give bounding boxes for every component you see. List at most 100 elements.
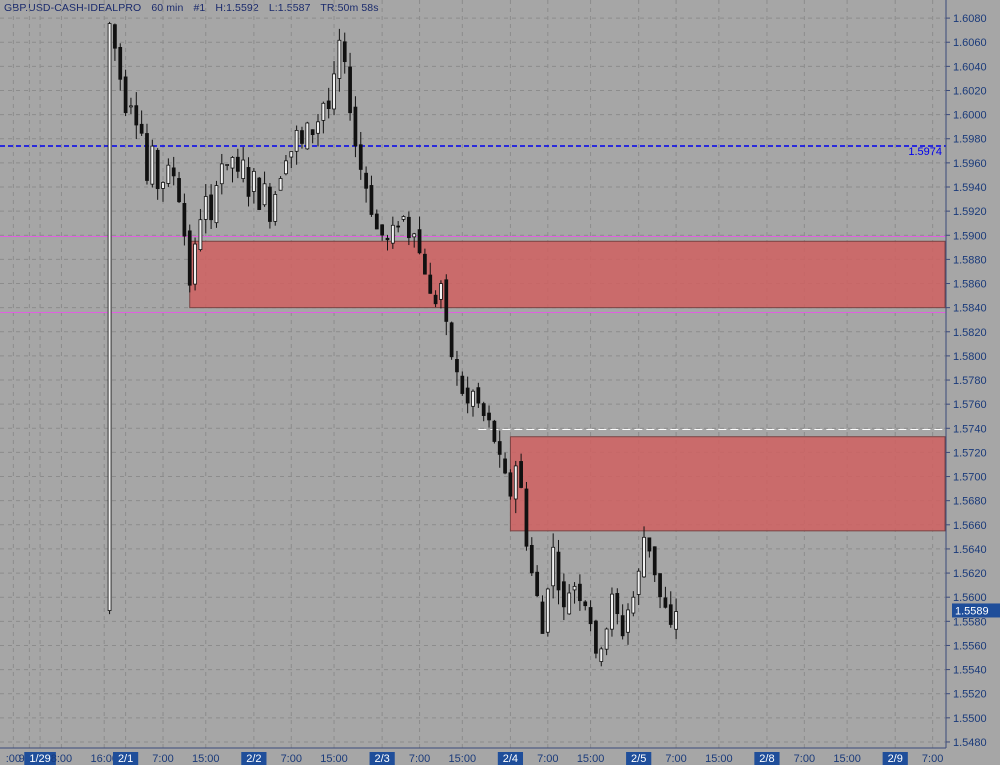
candle-body bbox=[561, 581, 566, 608]
candle-body bbox=[647, 537, 652, 552]
candle-body bbox=[390, 224, 395, 244]
candle-body bbox=[674, 611, 678, 630]
candle-body bbox=[412, 233, 417, 238]
supply-zone bbox=[189, 240, 946, 309]
candle-body bbox=[203, 196, 208, 220]
candle-body bbox=[567, 592, 572, 615]
candle-body bbox=[444, 279, 449, 322]
candle-body bbox=[150, 145, 155, 185]
price-tick-label: 1.5520 bbox=[953, 689, 987, 701]
price-tick-label: 1.5760 bbox=[953, 399, 987, 411]
time-tick-label: 7:00 bbox=[537, 753, 558, 765]
time-tick-label: 7:00 bbox=[794, 753, 815, 765]
candle-body bbox=[166, 164, 171, 184]
price-tick-label: 1.5640 bbox=[953, 544, 987, 556]
price-tick-label: 1.5800 bbox=[953, 351, 987, 363]
candle-body bbox=[369, 185, 374, 215]
candle-body bbox=[273, 194, 278, 222]
candle-body bbox=[508, 472, 513, 497]
date-tick-badge bbox=[241, 752, 267, 765]
date-tick-badge bbox=[369, 752, 395, 765]
date-tick-badge bbox=[882, 752, 908, 765]
candle-body bbox=[652, 546, 657, 576]
time-tick-label: 7:00 bbox=[409, 753, 430, 765]
price-tick-label: 1.5940 bbox=[953, 182, 987, 194]
time-tick-label: :00 bbox=[6, 753, 21, 765]
high-label: H:1.5592 bbox=[215, 2, 259, 14]
time-tick-label: 15:00 bbox=[577, 753, 605, 765]
candle-body bbox=[572, 585, 577, 591]
candle-body bbox=[583, 601, 588, 607]
candle-body bbox=[337, 39, 342, 79]
price-tick-label: 1.6020 bbox=[953, 85, 987, 97]
price-tick-label: 1.5960 bbox=[953, 158, 987, 170]
time-remaining-label: TR:50m 58s bbox=[320, 2, 379, 14]
date-tick-badge bbox=[24, 752, 56, 765]
candle-body bbox=[246, 167, 251, 197]
candle-body bbox=[171, 167, 176, 177]
candle-body bbox=[540, 601, 545, 634]
candle-body bbox=[476, 387, 481, 404]
time-tick-label: 15:00 bbox=[449, 753, 477, 765]
candle-body bbox=[177, 178, 181, 203]
chart-header: GBP.USD-CASH-IDEALPRO 60 min #1 H:1.5592… bbox=[4, 2, 386, 14]
candle-body bbox=[385, 237, 390, 241]
candle-body bbox=[588, 607, 593, 625]
time-tick-label: 8:00 bbox=[51, 753, 72, 765]
candle-body bbox=[455, 359, 459, 373]
candle-body bbox=[214, 185, 219, 224]
candle-body bbox=[198, 219, 203, 250]
time-tick-label: 15:00 bbox=[192, 753, 220, 765]
price-tick-label: 1.6000 bbox=[953, 110, 987, 122]
candle-body bbox=[305, 122, 310, 150]
date-tick-badge bbox=[754, 752, 780, 765]
candle-body bbox=[310, 129, 315, 136]
interval-label: 60 min bbox=[151, 2, 184, 14]
candle-body bbox=[145, 133, 149, 181]
candle-body bbox=[353, 106, 358, 147]
candle-body bbox=[193, 243, 197, 285]
symbol-label: GBP.USD-CASH-IDEALPRO bbox=[4, 2, 142, 14]
candle-body bbox=[358, 144, 363, 170]
candle-body bbox=[578, 583, 582, 602]
time-tick-label: 7:00 bbox=[281, 753, 302, 765]
candle-body bbox=[161, 182, 165, 189]
candle-body bbox=[406, 216, 411, 239]
candle-body bbox=[428, 274, 433, 294]
price-tick-label: 1.5820 bbox=[953, 327, 987, 339]
date-tick-label: 2/9 bbox=[888, 753, 903, 765]
supply-zone bbox=[509, 436, 946, 532]
level-line-label: 1.5974 bbox=[908, 146, 942, 158]
candle-body bbox=[401, 216, 406, 220]
price-tick-label: 1.5740 bbox=[953, 423, 987, 435]
candle-body bbox=[663, 597, 668, 608]
candle-body bbox=[449, 322, 454, 358]
price-tick-label: 1.5900 bbox=[953, 230, 987, 242]
price-tick-label: 1.5480 bbox=[953, 737, 987, 749]
candle-body bbox=[556, 551, 561, 591]
candle-body bbox=[107, 23, 112, 611]
date-tick-badge bbox=[112, 752, 139, 765]
time-tick-label: 15:00 bbox=[833, 753, 861, 765]
date-tick-badge bbox=[626, 752, 652, 765]
candle-body bbox=[182, 203, 187, 237]
date-tick-label: 1/29 bbox=[29, 753, 50, 765]
candle-body bbox=[465, 387, 470, 404]
candle-body bbox=[257, 177, 262, 210]
price-tick-label: 1.6080 bbox=[953, 13, 987, 25]
candle-body bbox=[626, 609, 630, 633]
candle-body bbox=[460, 375, 465, 394]
price-tick-label: 1.5860 bbox=[953, 279, 987, 291]
candle-body bbox=[262, 183, 267, 206]
candle-body bbox=[113, 24, 117, 49]
price-tick-label: 1.5720 bbox=[953, 447, 987, 459]
candle-body bbox=[642, 536, 646, 578]
candle-body bbox=[433, 294, 438, 305]
candle-body bbox=[230, 157, 235, 169]
price-tick-label: 1.5840 bbox=[953, 303, 987, 315]
candle-body bbox=[513, 465, 518, 500]
candle-body bbox=[610, 593, 614, 630]
candle-body bbox=[620, 615, 625, 637]
